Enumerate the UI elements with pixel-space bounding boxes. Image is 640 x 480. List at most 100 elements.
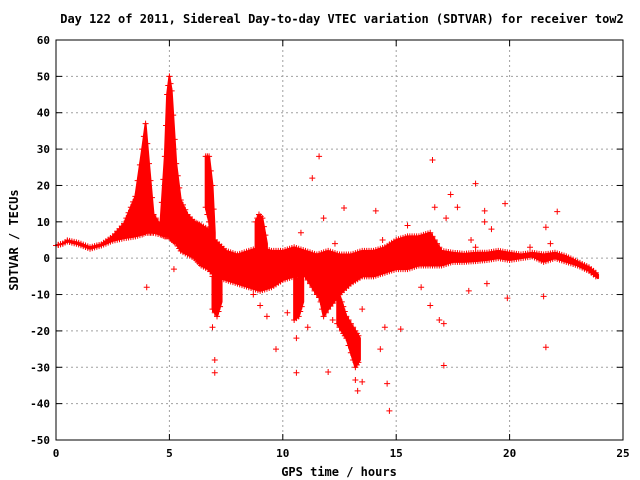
data-point	[152, 215, 159, 222]
data-point	[155, 218, 162, 225]
outlier-point	[429, 157, 436, 163]
outlier-point	[359, 306, 366, 313]
outlier-point	[257, 302, 264, 309]
outlier-point	[377, 346, 384, 353]
outlier-point	[250, 291, 257, 298]
y-tick-label: -20	[30, 325, 50, 338]
data-point	[343, 313, 350, 320]
y-tick-label: 0	[43, 252, 50, 265]
outlier-point	[454, 204, 461, 211]
data-point	[429, 233, 436, 240]
outlier-point	[329, 317, 336, 323]
outlier-point	[440, 362, 447, 369]
data-point	[347, 320, 354, 327]
data-point	[259, 215, 266, 222]
data-point	[307, 280, 314, 287]
x-axis-ticks: 0 5 10 15 20 25	[53, 40, 630, 460]
data-point	[316, 273, 323, 280]
data-point	[298, 272, 305, 279]
outlier-point	[436, 317, 443, 323]
data-point	[210, 206, 217, 213]
outlier-point	[177, 233, 184, 240]
outlier-point	[384, 380, 391, 387]
outlier-point	[447, 191, 454, 198]
outlier-point	[397, 326, 404, 333]
data-point	[171, 136, 178, 143]
data-point	[125, 209, 132, 216]
data-point	[170, 112, 177, 119]
data-point	[297, 308, 304, 315]
data-point	[127, 204, 134, 211]
outlier-point	[195, 240, 202, 247]
outlier-point	[418, 284, 425, 291]
outlier-point	[293, 335, 300, 342]
y-tick-label: 30	[37, 143, 50, 156]
data-point	[150, 211, 157, 218]
data-point	[161, 153, 168, 160]
outlier-point	[504, 295, 511, 302]
data-point	[355, 359, 362, 366]
data-point	[341, 308, 348, 315]
data-point	[319, 306, 326, 313]
data-point	[177, 197, 184, 203]
data-point	[157, 222, 164, 229]
data-point	[140, 133, 147, 140]
data-point	[130, 198, 137, 205]
data-point	[592, 273, 599, 280]
data-point	[142, 120, 149, 127]
data-point	[207, 167, 214, 174]
data-point	[164, 91, 171, 98]
data-point	[345, 317, 352, 323]
outlier-point	[263, 313, 270, 320]
outlier-point	[554, 208, 561, 215]
data-point	[214, 313, 221, 320]
outlier-point	[316, 153, 323, 160]
data-point	[350, 357, 357, 363]
data-point	[136, 161, 143, 168]
data-point	[322, 287, 329, 294]
outlier-point	[472, 180, 479, 187]
outlier-point	[372, 207, 379, 214]
data-point	[217, 274, 224, 281]
data-point	[173, 160, 180, 167]
outlier-point	[304, 324, 311, 331]
data-point	[132, 193, 139, 200]
data-point	[211, 309, 218, 316]
data-point	[317, 279, 324, 286]
data-point	[338, 298, 345, 305]
outlier-point	[354, 387, 361, 394]
data-band	[204, 155, 216, 263]
data-point	[209, 182, 216, 189]
y-axis-ticks: -50 -40 -30 -20 -10 0 10 20 30 40 50 60	[30, 34, 623, 447]
y-tick-label: -30	[30, 361, 50, 374]
data-point	[427, 229, 434, 236]
plot-frame	[55, 39, 624, 441]
data-point	[209, 306, 216, 313]
outlier-point	[297, 229, 304, 236]
outlier-point	[527, 244, 534, 251]
chart-title: Day 122 of 2011, Sidereal Day-to-day VTE…	[60, 12, 624, 26]
data-point	[206, 153, 213, 160]
data-point	[317, 298, 324, 305]
outlier-point	[431, 204, 438, 211]
data-point	[207, 237, 214, 243]
data-point	[145, 160, 152, 167]
data-point	[434, 240, 441, 247]
data-point	[254, 215, 261, 222]
data-point	[343, 335, 350, 342]
grid-lines	[56, 40, 623, 440]
data-point	[257, 260, 264, 267]
y-tick-label: 10	[37, 216, 50, 229]
x-tick-label: 0	[53, 447, 60, 460]
data-point	[180, 201, 187, 208]
outlier-point	[483, 280, 490, 287]
data-point	[168, 87, 175, 94]
y-tick-label: -40	[30, 398, 50, 411]
outlier-point	[211, 369, 218, 376]
outlier-point	[284, 309, 291, 316]
outlier-point	[488, 226, 495, 233]
outlier-point	[540, 293, 547, 300]
y-tick-label: -50	[30, 434, 50, 447]
data-point	[160, 176, 167, 183]
data-points	[53, 73, 600, 414]
